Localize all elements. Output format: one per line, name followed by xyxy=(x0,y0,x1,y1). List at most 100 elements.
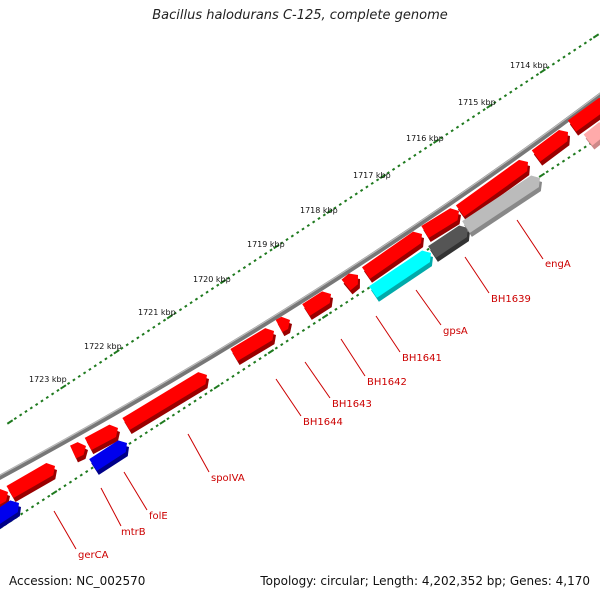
gene-feature[interactable] xyxy=(361,231,424,283)
inner-tick-mark xyxy=(538,172,546,178)
gene-features xyxy=(0,97,600,531)
gene-feature[interactable] xyxy=(531,130,570,166)
outer-tick-mark xyxy=(237,269,241,273)
gene-feature[interactable] xyxy=(84,424,120,455)
inner-tick-mark xyxy=(155,424,159,428)
inner-tick-mark xyxy=(139,434,143,438)
map-title: Bacillus halodurans C-125, complete geno… xyxy=(152,8,448,23)
gene-feature[interactable] xyxy=(70,442,88,463)
gene-label-mtrb[interactable]: mtrB xyxy=(121,527,146,538)
outer-tick-mark xyxy=(296,230,300,235)
outer-tick-mark xyxy=(173,311,177,315)
gene-label-fole[interactable]: folE xyxy=(149,511,168,522)
outer-tick-mark xyxy=(567,51,571,56)
gene-feature[interactable] xyxy=(302,291,333,320)
outer-tick-mark xyxy=(349,195,353,199)
gene-mtrB[interactable] xyxy=(89,440,129,475)
inner-tick-mark xyxy=(30,505,35,509)
inner-tick-mark xyxy=(20,512,24,516)
outer-tick-mark xyxy=(439,136,444,140)
outer-tick-mark xyxy=(455,125,460,129)
genome-summary-text: Topology: circular; Length: 4,202,352 bp… xyxy=(260,574,590,588)
outer-tick-mark xyxy=(338,202,342,206)
outer-tick-mark xyxy=(359,188,364,192)
inner-tick-mark xyxy=(328,311,333,315)
gene-feature[interactable] xyxy=(341,273,360,295)
outer-tick-mark xyxy=(269,248,273,252)
inner-tick-mark xyxy=(204,392,208,396)
outer-tick-mark xyxy=(301,227,305,231)
outer-tick-mark xyxy=(66,381,71,385)
inner-tick-mark xyxy=(258,357,262,361)
gene-label-gpsa[interactable]: gpsA xyxy=(443,326,468,337)
outer-tick-mark xyxy=(189,301,193,305)
inner-tick-mark xyxy=(63,484,67,488)
gene-label-bh1642[interactable]: BH1642 xyxy=(367,377,407,388)
outer-tick-mark xyxy=(141,332,145,336)
outer-tick-mark xyxy=(466,118,470,122)
inner-tick-mark xyxy=(561,159,566,163)
gene-label-bh1643[interactable]: BH1643 xyxy=(332,399,372,410)
gene-label-bh1644[interactable]: BH1644 xyxy=(303,417,343,428)
gene-feature[interactable] xyxy=(275,316,292,337)
inner-tick-mark xyxy=(321,313,329,319)
outer-tick-mark xyxy=(432,138,440,144)
gene-gpsA[interactable] xyxy=(369,250,433,302)
outer-tick-mark xyxy=(519,83,524,87)
gene-leader-line xyxy=(187,433,210,473)
outer-tick-mark xyxy=(152,325,156,329)
outer-tick-mark xyxy=(200,294,204,298)
outer-tick-mark xyxy=(6,419,14,425)
inner-tick-mark xyxy=(345,300,349,304)
gene-feature[interactable] xyxy=(6,462,58,503)
gene-label-bh1641[interactable]: BH1641 xyxy=(402,353,442,364)
outer-tick-mark xyxy=(258,255,263,259)
gene-label-spoiva[interactable]: spoIVA xyxy=(211,473,245,484)
inner-tick-mark xyxy=(366,286,371,290)
inner-tick-mark xyxy=(583,145,587,149)
outer-tick-mark xyxy=(194,297,199,301)
inner-tick-mark xyxy=(182,406,186,410)
inner-tick-mark xyxy=(193,399,197,403)
gene-feature[interactable] xyxy=(122,372,209,434)
gene-label-enga[interactable]: engA xyxy=(545,259,571,270)
inner-tick-mark xyxy=(79,473,83,477)
genome-backbone xyxy=(0,92,600,481)
outer-tick-mark xyxy=(589,37,593,42)
outer-tick-mark xyxy=(280,241,284,245)
gene-engA[interactable] xyxy=(462,175,542,237)
inner-tick-mark xyxy=(150,427,154,431)
inner-tick-mark xyxy=(567,156,571,160)
kbp-tick-label: 1722 kbp xyxy=(84,342,122,351)
gene-label-bh1639[interactable]: BH1639 xyxy=(491,294,531,305)
outer-tick-mark xyxy=(445,132,449,136)
outer-tick-mark xyxy=(322,213,326,217)
outer-tick-mark xyxy=(232,273,236,277)
inner-tick-mark xyxy=(220,381,224,385)
gene-leader-line xyxy=(375,315,401,353)
gene-feature[interactable] xyxy=(567,97,600,136)
gene-feature[interactable] xyxy=(421,208,461,242)
inner-tick-mark xyxy=(159,419,166,425)
inner-tick-mark xyxy=(572,152,576,156)
outer-tick-mark xyxy=(413,153,417,157)
gene-BH1639[interactable] xyxy=(428,225,470,262)
gene-feature[interactable] xyxy=(455,159,530,221)
outer-tick-mark xyxy=(40,399,44,403)
outer-tick-mark xyxy=(477,111,481,115)
gene-leader-line xyxy=(275,378,302,417)
outer-tick-mark xyxy=(109,353,113,357)
genome-backbone-highlight xyxy=(0,92,600,476)
gene-feature[interactable] xyxy=(230,328,276,366)
gene-leader-line xyxy=(516,219,544,260)
gene-feature[interactable] xyxy=(583,122,600,150)
inner-tick-mark xyxy=(85,470,89,474)
outer-tick-mark xyxy=(285,237,289,242)
gene-label-gerca[interactable]: gerCA xyxy=(78,550,109,561)
outer-tick-mark xyxy=(162,318,167,322)
inner-tick-mark xyxy=(267,349,275,355)
gene-gerCA-strand[interactable] xyxy=(0,500,21,531)
inner-tick-mark xyxy=(171,413,176,417)
gene-leader-line xyxy=(304,361,331,399)
inner-tick-mark xyxy=(57,487,62,491)
